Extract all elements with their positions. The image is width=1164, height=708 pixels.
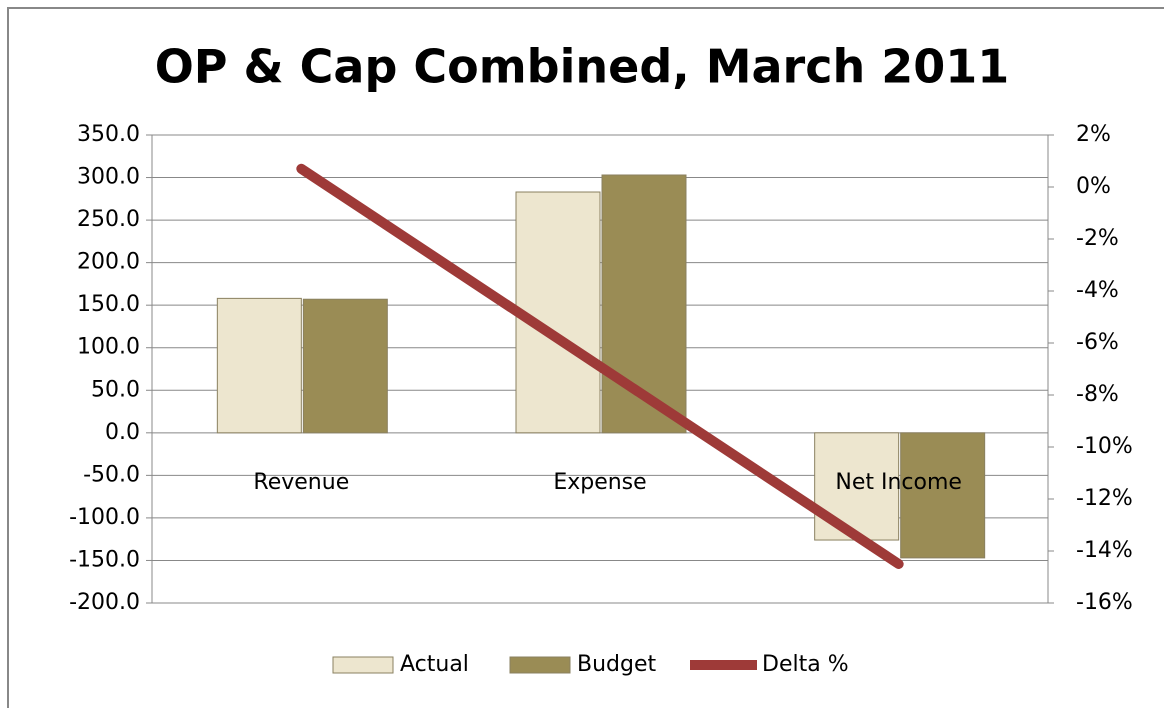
x-tick-label: Net Income bbox=[835, 470, 962, 495]
y-tick-label: 200.0 bbox=[77, 250, 140, 275]
y2-tick-label: -4% bbox=[1076, 278, 1119, 303]
delta-line bbox=[296, 163, 904, 569]
y2-tick-label: -2% bbox=[1076, 226, 1119, 251]
y-tick-label: 0.0 bbox=[105, 420, 140, 445]
y2-tick-label: -14% bbox=[1076, 538, 1133, 563]
legend-label: Budget bbox=[577, 652, 657, 677]
y-tick-label: 50.0 bbox=[91, 377, 140, 402]
y-tick-label: -200.0 bbox=[69, 590, 140, 615]
y2-tick-label: -10% bbox=[1076, 434, 1133, 459]
y2-tick-label: 0% bbox=[1076, 174, 1111, 199]
bar bbox=[216, 297, 302, 434]
legend-label: Delta % bbox=[762, 652, 849, 677]
y-tick-label: 250.0 bbox=[77, 207, 140, 232]
bar bbox=[900, 432, 986, 559]
y2-tick-label: -6% bbox=[1076, 330, 1119, 355]
y-tick-label: -150.0 bbox=[69, 547, 140, 572]
y-tick-label: 100.0 bbox=[77, 335, 140, 360]
x-tick-label: Expense bbox=[553, 470, 646, 495]
y-tick-label: 300.0 bbox=[77, 165, 140, 190]
bar bbox=[302, 298, 388, 434]
legend-label: Actual bbox=[400, 652, 469, 677]
y-tick-label: 350.0 bbox=[77, 122, 140, 147]
y-tick-label: -50.0 bbox=[83, 462, 140, 487]
x-tick-label: Revenue bbox=[253, 470, 349, 495]
y2-tick-label: 2% bbox=[1076, 122, 1111, 147]
y-tick-label: -100.0 bbox=[69, 505, 140, 530]
y2-tick-label: -12% bbox=[1076, 486, 1133, 511]
legend-swatch bbox=[332, 656, 394, 674]
y2-tick-label: -16% bbox=[1076, 590, 1133, 615]
legend-swatch bbox=[509, 656, 571, 674]
bar bbox=[515, 191, 601, 434]
chart-title: OP & Cap Combined, March 2011 bbox=[155, 40, 1010, 94]
y-tick-label: 150.0 bbox=[77, 292, 140, 317]
y2-tick-label: -8% bbox=[1076, 382, 1119, 407]
